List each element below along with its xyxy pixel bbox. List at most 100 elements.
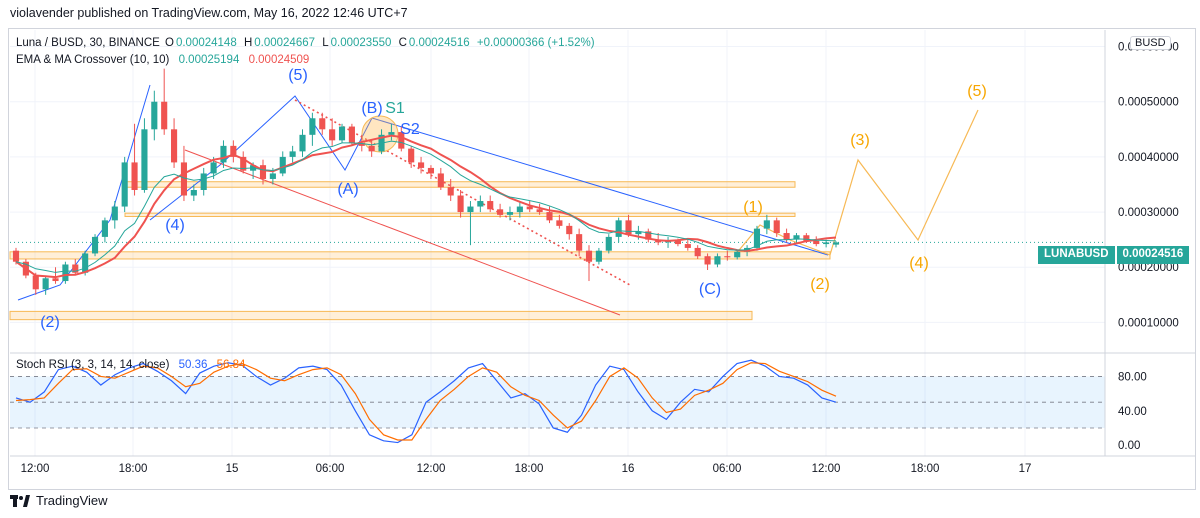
candle-body: [783, 233, 790, 240]
candle-body: [536, 209, 543, 213]
candle-body: [694, 247, 701, 257]
ohlc-low-label: L: [322, 37, 329, 49]
candle-body: [566, 225, 573, 235]
channel-line: [184, 149, 621, 316]
ohlc-high: 0.00024667: [254, 37, 316, 49]
candle-body: [329, 129, 336, 141]
proj-4-label: (4): [909, 255, 929, 272]
candle-body: [734, 251, 741, 258]
brand-name[interactable]: TradingView: [36, 493, 108, 508]
stoch-tick-label: 40.00: [1118, 406, 1147, 418]
price-tick-label: 0.00020000: [1118, 262, 1179, 274]
highlight-circle: [361, 115, 399, 153]
candle-body: [200, 173, 207, 190]
candle-body: [487, 201, 494, 210]
candle-body: [506, 212, 514, 215]
chart-frame: [8, 28, 1196, 490]
wave-a-label: (A): [337, 181, 358, 198]
candle-body: [180, 162, 188, 196]
candle-body: [467, 206, 474, 213]
candle-body: [121, 162, 128, 207]
symbol-name[interactable]: Luna / BUSD, 30, BINANCE: [16, 37, 160, 49]
candle-body: [635, 231, 642, 235]
candle-body: [526, 206, 533, 210]
time-tick-label: 18:00: [911, 463, 940, 475]
stoch-legend: Stoch RSI (3, 3, 14, 14, close) 50.36 56…: [16, 359, 247, 371]
drawings: [17, 84, 979, 316]
stoch-tick-label: 80.00: [1118, 371, 1147, 383]
ohlc-open-label: O: [165, 37, 174, 49]
candle-body: [32, 275, 39, 290]
candle-body: [793, 235, 800, 240]
candle-body: [190, 190, 197, 196]
candle-body: [823, 242, 830, 245]
candle-body: [576, 234, 583, 251]
time-tick-label: 18:00: [119, 463, 148, 475]
candle-body: [259, 165, 267, 179]
candle-body: [408, 148, 415, 163]
time-tick-label: 12:00: [812, 463, 841, 475]
candle-body: [724, 256, 731, 258]
wave-4-label: (4): [165, 217, 185, 234]
support-zone: [124, 212, 796, 217]
candle-body: [82, 253, 89, 273]
candle-body: [62, 264, 69, 282]
candle-body: [595, 250, 602, 262]
candle-body: [477, 201, 484, 207]
wave-2-label: (2): [40, 314, 60, 331]
time-tick-label: 15: [226, 463, 239, 475]
candle-body: [556, 220, 563, 226]
ema-legend: EMA & MA Crossover (10, 10) 0.00025194 0…: [16, 54, 311, 66]
time-tick-label: 16: [622, 463, 635, 475]
symbol-legend: Luna / BUSD, 30, BINANCE O 0.00024148 H 0.…: [16, 37, 597, 49]
candle-body: [516, 206, 523, 213]
price-tick-label: 0.00050000: [1118, 97, 1179, 109]
price-tag: LUNABUSD 0.00024516: [1038, 246, 1190, 264]
stoch-d-value: 56.84: [216, 359, 246, 371]
candle-body: [348, 126, 355, 144]
candle-body: [358, 143, 365, 146]
candle-body: [497, 209, 504, 215]
support-zone: [9, 310, 753, 321]
candle-body: [161, 101, 168, 130]
candle-body: [398, 132, 405, 149]
stoch-d-line: [15, 362, 837, 441]
stoch-title[interactable]: Stoch RSI (3, 3, 14, 14, close): [16, 359, 170, 371]
stoch-k-line: [15, 359, 837, 444]
price-tick-label: 0.00010000: [1118, 317, 1179, 329]
candle-body: [171, 129, 178, 163]
price-tick-label: 0.00030000: [1118, 207, 1179, 219]
candle-body: [832, 242, 840, 245]
price-tick-label: 0.00040000: [1118, 152, 1179, 164]
trend-line-dotted: [294, 99, 631, 286]
proj-5-label: (5): [967, 83, 987, 100]
ema-title[interactable]: EMA & MA Crossover (10, 10): [16, 54, 170, 66]
ohlc-close-label: C: [398, 37, 407, 49]
price-tag-value: 0.00024516: [1116, 246, 1190, 264]
proj-3-label: (3): [850, 132, 870, 149]
stoch-tick-label: 0.00: [1118, 440, 1140, 452]
candle-body: [319, 118, 326, 130]
time-tick-label: 18:00: [515, 463, 544, 475]
wave-labels: (5) (4) (2) (A) (B) (C) S1 S2 (1) (2) (3) (4) (5): [40, 67, 987, 331]
proj-2-label: (2): [810, 276, 830, 293]
candle-body: [52, 278, 59, 282]
candle-body: [368, 145, 375, 152]
candle-body: [763, 220, 770, 229]
candle-body: [220, 145, 227, 163]
candle-body: [546, 212, 553, 221]
candle-body: [91, 236, 99, 254]
price-tag-symbol: LUNABUSD: [1038, 246, 1115, 264]
candle-body: [447, 187, 454, 196]
candle-body: [585, 250, 593, 262]
candle-body: [111, 206, 118, 221]
candle-body: [141, 129, 148, 190]
ema-value: 0.00025194: [178, 54, 240, 66]
ohlc-high-label: H: [243, 37, 253, 49]
candle-body: [151, 101, 158, 130]
candle-body: [230, 145, 237, 157]
candle-body: [72, 264, 79, 273]
candles: [12, 68, 840, 295]
publisher-line: violavender published on TradingView.com…: [10, 6, 408, 20]
